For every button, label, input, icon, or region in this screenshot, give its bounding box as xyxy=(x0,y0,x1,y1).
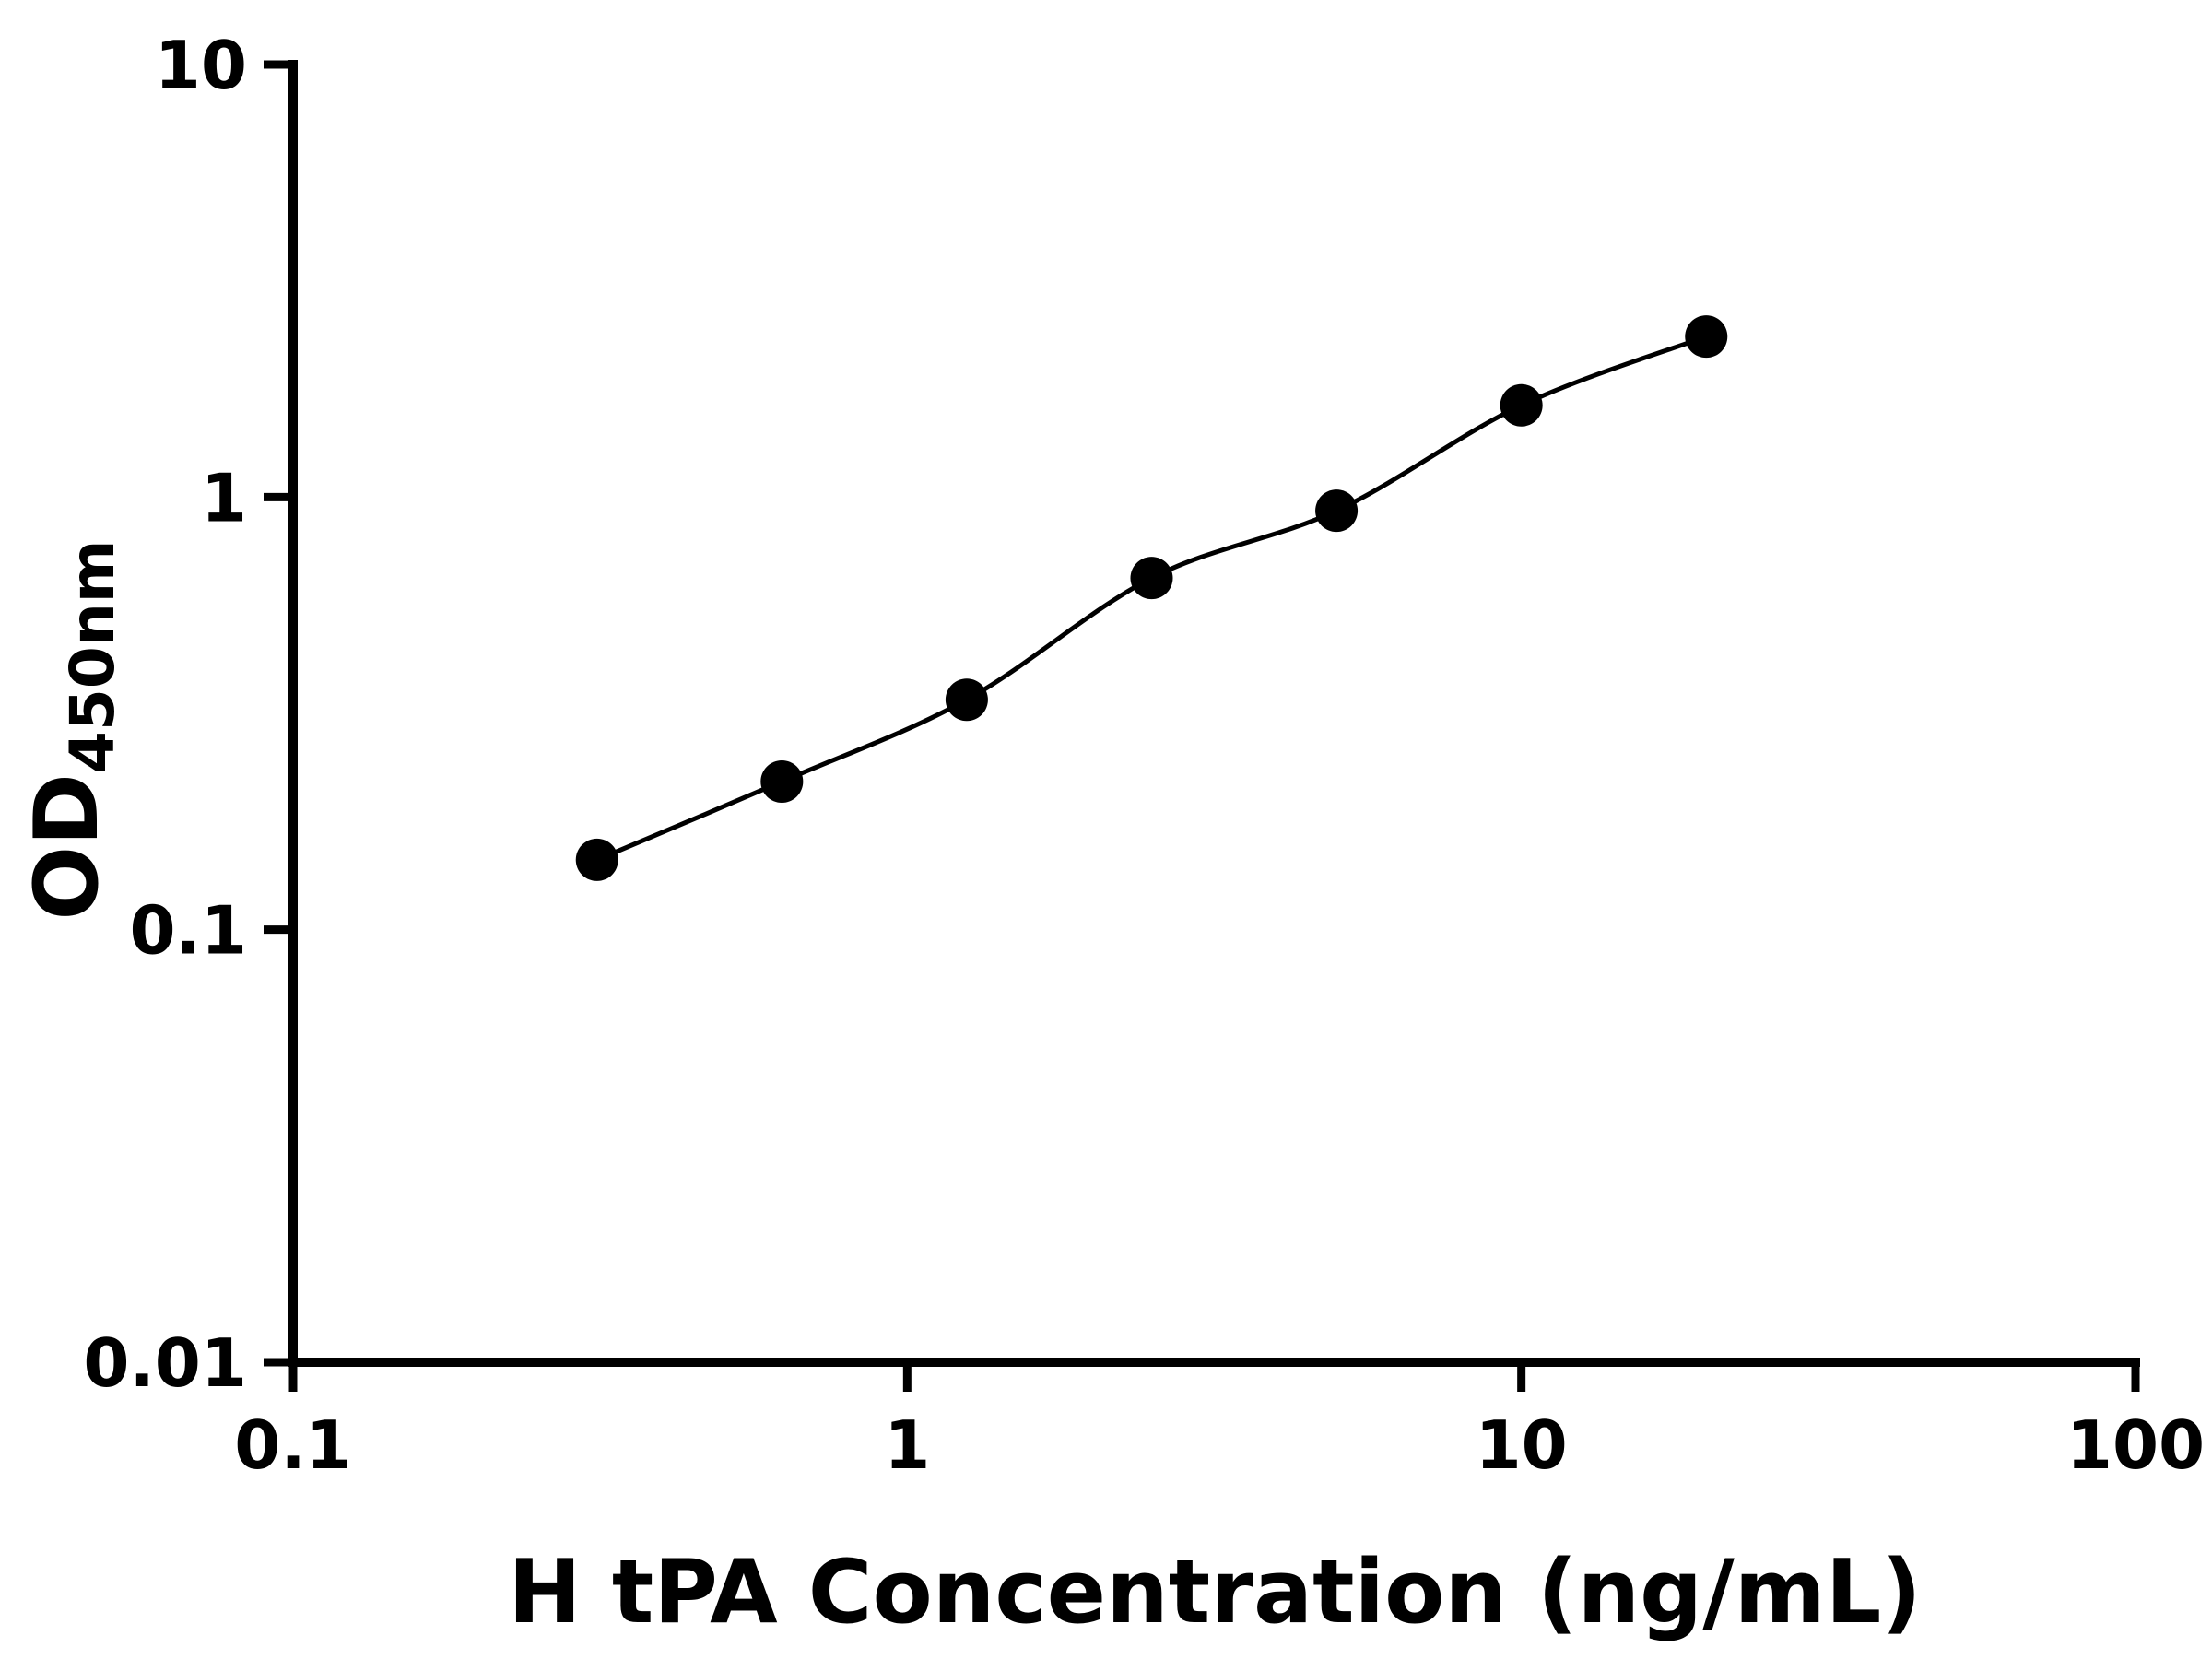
series-layer xyxy=(575,315,1728,881)
y-tick-label: 1 xyxy=(201,459,247,536)
axis-spines xyxy=(288,60,2140,1367)
data-point xyxy=(1500,383,1543,427)
x-tick-label: 0.1 xyxy=(234,1406,352,1484)
y-tick-label: 0.1 xyxy=(129,892,247,970)
y-axis-title-main: OD xyxy=(17,773,118,921)
data-point xyxy=(1315,489,1359,533)
data-point xyxy=(1130,557,1173,600)
x-tick-label: 10 xyxy=(1476,1406,1568,1484)
data-point xyxy=(945,678,988,722)
y-tick-label: 10 xyxy=(155,27,247,104)
x-tick-label: 1 xyxy=(884,1406,930,1484)
data-point xyxy=(575,838,618,881)
data-point xyxy=(760,759,804,803)
y-axis-title: OD450nm xyxy=(17,539,128,920)
y-axis-title-subscript: 450nm xyxy=(57,539,128,773)
data-point xyxy=(1685,315,1728,359)
y-tick-label: 0.01 xyxy=(83,1324,247,1402)
x-axis-title: H tPA Concentration (ng/mL) xyxy=(508,1542,1922,1643)
x-tick-label: 100 xyxy=(2066,1406,2205,1484)
